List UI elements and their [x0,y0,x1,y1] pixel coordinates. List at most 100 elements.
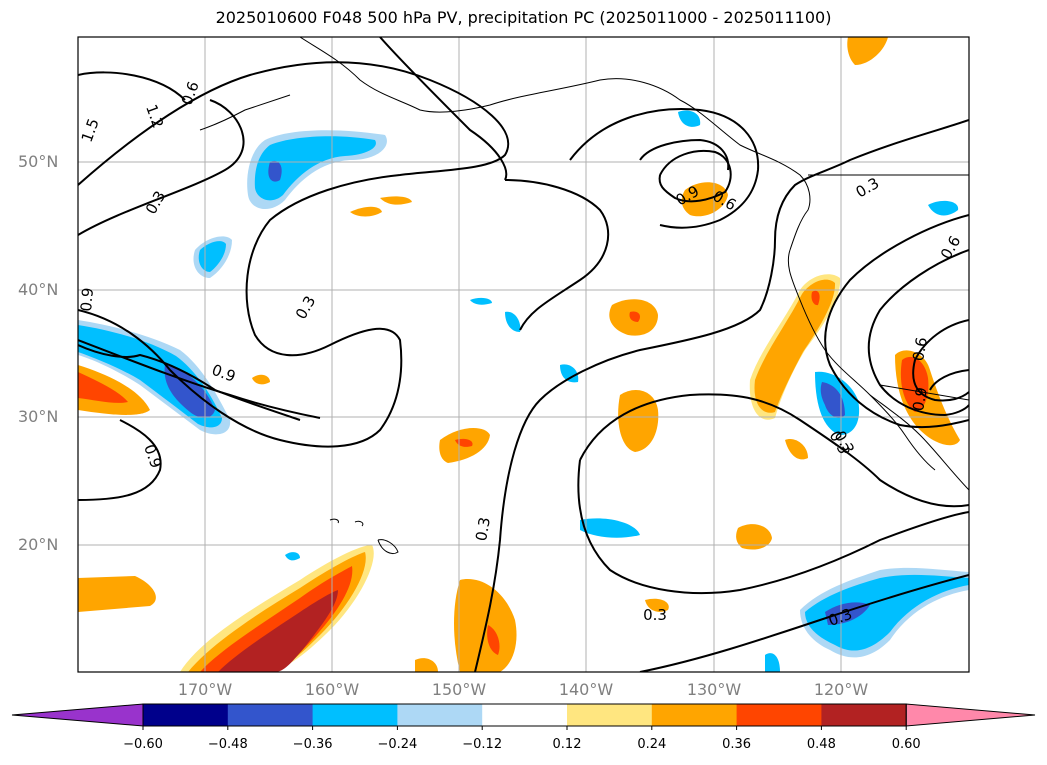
lat-label-30n: 30°N [18,407,59,426]
colorbar-tick-label: −0.36 [292,737,333,752]
colorbar-tick-label: 0.60 [891,737,921,752]
precip-blob-coast-ca-inner [811,290,820,306]
precip-blob-140w-15n [645,598,669,612]
colorbar [11,703,1036,730]
pv-contour-label: 0.9 [77,287,97,312]
precip-blob-neg-165w-20n [285,552,300,561]
precip-blob-west-edge [78,576,156,612]
pv-contour-sw-ca-3 [912,319,969,402]
precip-blob-155w-45n [380,196,412,205]
pv-contour-outer-west [78,61,510,448]
lat-label-50n: 50°N [18,152,59,171]
pv-contour-label: 0.3 [853,174,883,202]
pv-contour-label: 0.6 [178,79,203,108]
precip-blob-125w-25n [785,439,808,460]
precip-blob-west-mid [78,365,150,415]
colorbar-segment [482,704,568,726]
colorbar-tick-label: 0.36 [722,737,752,752]
precip-blob-west-mid-core [78,372,128,403]
pv-contour-09-a [78,344,301,421]
precip-blob-155w-south [415,658,438,672]
colorbar-extend-high [905,703,1036,727]
colorbar-segment [227,704,314,726]
coastline-hawaii [329,518,399,554]
precip-blob-neg-140w-20n [580,518,640,538]
pv-contour-03-main [78,99,245,236]
pv-contour-big [474,119,969,672]
precip-blob-neg-168w-43n-core [198,241,226,272]
precipitation-layer [78,37,969,672]
coastlines [199,37,969,554]
colorbar-tick-label: −0.24 [377,737,418,752]
precip-blob-155w-42n [350,206,382,217]
precip-blob-150w-south-core [487,625,500,655]
precip-blob-neg-145w-38n [505,311,521,332]
pv-contour-sw-ca-4 [929,369,969,391]
pv-contour-label: 0.6 [937,233,965,263]
colorbar-tick-label: 0.48 [806,737,836,752]
lat-label-40n: 40°N [18,280,59,299]
precip-blob-hawaii-sw-max [218,590,338,672]
colorbar-segment [736,704,822,726]
colorbar-tick-label: 0.24 [637,737,667,752]
precip-blob-neg-150w-40n [470,297,492,305]
pv-contour-labels: 1.5 1.20.90.60.30.30.90.90.30.3 0.30.9 0.6 0… [77,79,964,630]
map-title: 2025010600 F048 500 hPa PV, precipitatio… [215,8,832,27]
pv-contour-label: 1.5 [78,116,103,145]
lon-label-150w: 150°W [431,680,487,699]
precip-blob-hawaii-sw-inner [200,566,353,672]
pv-contour-label: 0.9 [209,361,238,386]
colorbar-frame [142,703,907,727]
colorbar-segment [312,704,398,726]
map-frame [77,36,970,673]
colorbar-segment [567,704,653,726]
lat-label-20n: 20°N [18,535,59,554]
pv-contour-label: 1.2 [142,102,167,131]
coastline-west-coast [787,249,969,491]
pv-contour-label: 0.3 [643,606,667,624]
pv-contour-label: 0.9 [909,386,931,413]
precip-blob-hawaii-sw-core [188,552,366,672]
pv-contour-south-arc [577,393,969,595]
precip-blob-137w-core [629,311,641,322]
pv-contour-13n-east [639,574,969,672]
colorbar-segment [651,704,738,726]
colorbar-segment [143,704,229,726]
precip-blob-neg-gulf-core [254,136,376,201]
precip-blob-neg-alaska [678,110,701,127]
border-us-mexico [879,384,969,401]
lon-label-120w: 120°W [813,680,869,699]
pv-contour-03-south [78,419,162,501]
lon-label-130w: 130°W [686,680,742,699]
colorbar-segment [821,704,907,726]
colorbar-tick-label: −0.60 [123,737,163,752]
precip-blob-neg-115w-45n [928,200,959,216]
colorbar-tick-label: 0.12 [552,737,582,752]
precip-blob-north-edge [847,37,888,65]
lon-label-140w: 140°W [558,680,614,699]
colorbar-tick-label: −0.48 [207,737,248,752]
pv-contour-sw-ca-2 [867,249,969,417]
coastline-baja [869,394,936,471]
precip-blob-coast-ca-core [754,279,836,413]
precip-blob-neg-143w-33n [560,364,579,383]
precip-blob-137w-south [618,390,659,452]
pv-contour-gulf-ring [569,108,760,229]
pv-contour-label: 0.3 [292,293,320,323]
precip-blob-130w-20n [736,524,772,550]
pv-contour-09-ring [639,138,730,171]
precip-blob-neg-125w-12n [765,653,780,672]
colorbar-extend-low [11,703,144,727]
pv-contour-label: 0.3 [142,188,170,218]
lon-label-170w: 170°W [177,680,233,699]
precip-blob-neg-125w-32n-max [820,382,845,418]
coastline-alaska [299,37,811,251]
pv-contour-north-loop [379,37,610,331]
precip-blob-neg-south-east-core [805,574,969,651]
lon-label-160w: 160°W [304,680,360,699]
pv-contour-label: 0.3 [472,516,494,543]
pv-contour-label: 0.6 [909,336,931,363]
pv-contour-gulf-inner [658,149,732,203]
precip-blob-neg-gulf-max [268,160,282,182]
